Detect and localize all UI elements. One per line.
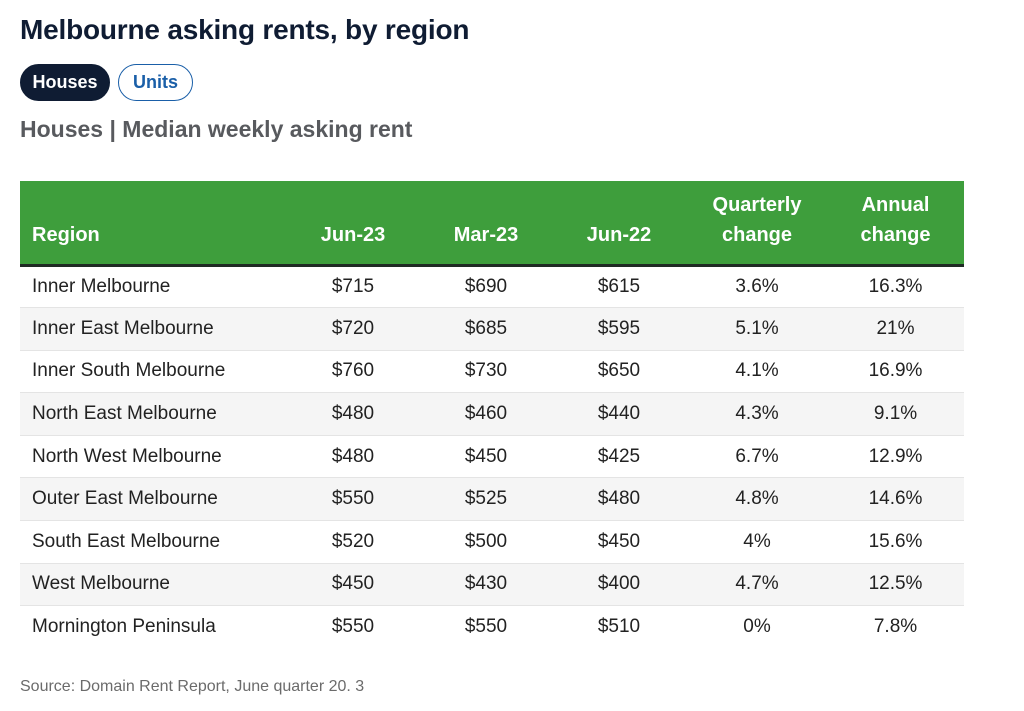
jun23-cell: $760 [285, 350, 421, 394]
header-annual-line2: change [860, 223, 931, 246]
region-cell: North West Melbourne [20, 435, 285, 479]
jun23-cell: $520 [285, 520, 421, 564]
table-row: Outer East Melbourne $550 $525 $480 4.8% 14.6… [20, 477, 964, 522]
jun23-cell: $720 [285, 307, 421, 351]
region-cell: West Melbourne [20, 563, 285, 607]
region-cell: Inner East Melbourne [20, 307, 285, 351]
jun22-cell: $480 [551, 477, 687, 522]
page-title: Melbourne asking rents, by region [20, 14, 470, 45]
table-row: Inner Melbourne $715 $690 $615 3.6% 16.3% [20, 265, 964, 309]
header-quarterly-line2: change [721, 223, 793, 246]
jun22-cell: $615 [551, 265, 687, 309]
annual-change-cell: 21% [827, 307, 964, 351]
header-jun22: Jun-22 [551, 181, 687, 267]
table-header: Region Jun-23 Mar-23 Jun-22 Quarterly cha… [20, 181, 964, 267]
quarterly-change-cell: 6.7% [687, 435, 827, 479]
mar23-cell: $450 [421, 435, 551, 479]
mar23-cell: $525 [421, 477, 551, 522]
quarterly-change-cell: 4.1% [687, 350, 827, 394]
annual-change-cell: 9.1% [827, 392, 964, 436]
jun22-cell: $425 [551, 435, 687, 479]
mar23-cell: $430 [421, 563, 551, 607]
table-row: Mornington Peninsula $550 $550 $510 0% 7.8% [20, 606, 964, 649]
jun23-cell: $550 [285, 477, 421, 522]
property-type-toggle: Houses Units [20, 64, 193, 101]
table-row: Inner South Melbourne $760 $730 $650 4.1% 16.… [20, 350, 964, 394]
jun22-cell: $440 [551, 392, 687, 436]
quarterly-change-cell: 0% [743, 616, 771, 638]
jun22-cell: $450 [551, 520, 687, 564]
mar23-cell: $460 [421, 392, 551, 436]
region-cell: Inner South Melbourne [20, 350, 285, 394]
jun22-cell: $400 [551, 563, 687, 607]
houses-tab-button[interactable]: Houses [20, 64, 110, 101]
table-header-row: Region Jun-23 Mar-23 Jun-22 Quarterly cha… [20, 181, 964, 267]
table-body: Inner Melbourne $715 $690 $615 3.6% 16.3% Inne… [20, 265, 964, 648]
header-region: Region [20, 181, 285, 267]
region-cell: North East Melbourne [20, 392, 285, 436]
jun23-cell: $550 [331, 616, 375, 638]
quarterly-change-cell: 4.3% [687, 392, 827, 436]
jun23-cell: $715 [285, 265, 421, 309]
header-annual-line1: Annual [861, 193, 930, 216]
quarterly-change-cell: 4.7% [687, 563, 827, 607]
jun22-cell: $595 [551, 307, 687, 351]
annual-change-cell: 16.3% [827, 265, 964, 309]
region-cell: Outer East Melbourne [20, 477, 285, 522]
table-row: South East Melbourne $520 $500 $450 4% 15.6% [20, 520, 964, 564]
mar23-cell: $730 [421, 350, 551, 394]
quarterly-change-cell: 5.1% [687, 307, 827, 351]
annual-change-cell: 16.9% [827, 350, 964, 394]
jun22-cell: $510 [597, 616, 641, 638]
mar23-cell: $500 [421, 520, 551, 564]
annual-change-cell: 14.6% [827, 477, 964, 522]
region-cell: Inner Melbourne [20, 265, 285, 309]
quarterly-change-cell: 3.6% [687, 265, 827, 309]
region-cell: South East Melbourne [20, 520, 285, 564]
table-row: West Melbourne $450 $430 $400 4.7% 12.5% [20, 563, 964, 607]
quarterly-change-cell: 4.8% [687, 477, 827, 522]
mar23-cell: $690 [421, 265, 551, 309]
header-quarterly-change: Quarterly change [687, 181, 827, 267]
table-row: North West Melbourne $480 $450 $425 6.7% 12.9… [20, 435, 964, 479]
table-row: Inner East Melbourne $720 $685 $595 5.1% 21% [20, 307, 964, 351]
quarterly-change-cell: 4% [687, 520, 827, 564]
table-row: North East Melbourne $480 $460 $440 4.3% 9.1% [20, 392, 964, 436]
annual-change-cell: 7.8% [873, 616, 918, 638]
rents-table: Region Jun-23 Mar-23 Jun-22 Quarterly cha… [20, 181, 964, 648]
mar23-cell: $685 [421, 307, 551, 351]
header-annual-change: Annual change [827, 181, 964, 267]
source-note: Source: Domain Rent Report, June quarter… [20, 678, 365, 695]
header-quarterly-line1: Quarterly [712, 193, 802, 216]
jun22-cell: $650 [551, 350, 687, 394]
region-cell: Mornington Peninsula [32, 616, 216, 638]
jun23-cell: $480 [285, 392, 421, 436]
jun23-cell: $450 [285, 563, 421, 607]
jun23-cell: $480 [285, 435, 421, 479]
header-jun23: Jun-23 [285, 181, 421, 267]
table-subtitle: Houses | Median weekly asking rent [20, 116, 413, 142]
header-mar23: Mar-23 [421, 181, 551, 267]
annual-change-cell: 12.9% [827, 435, 964, 479]
annual-change-cell: 15.6% [827, 520, 964, 564]
annual-change-cell: 12.5% [827, 563, 964, 607]
mar23-cell: $550 [464, 616, 508, 638]
units-tab-button[interactable]: Units [118, 64, 193, 101]
